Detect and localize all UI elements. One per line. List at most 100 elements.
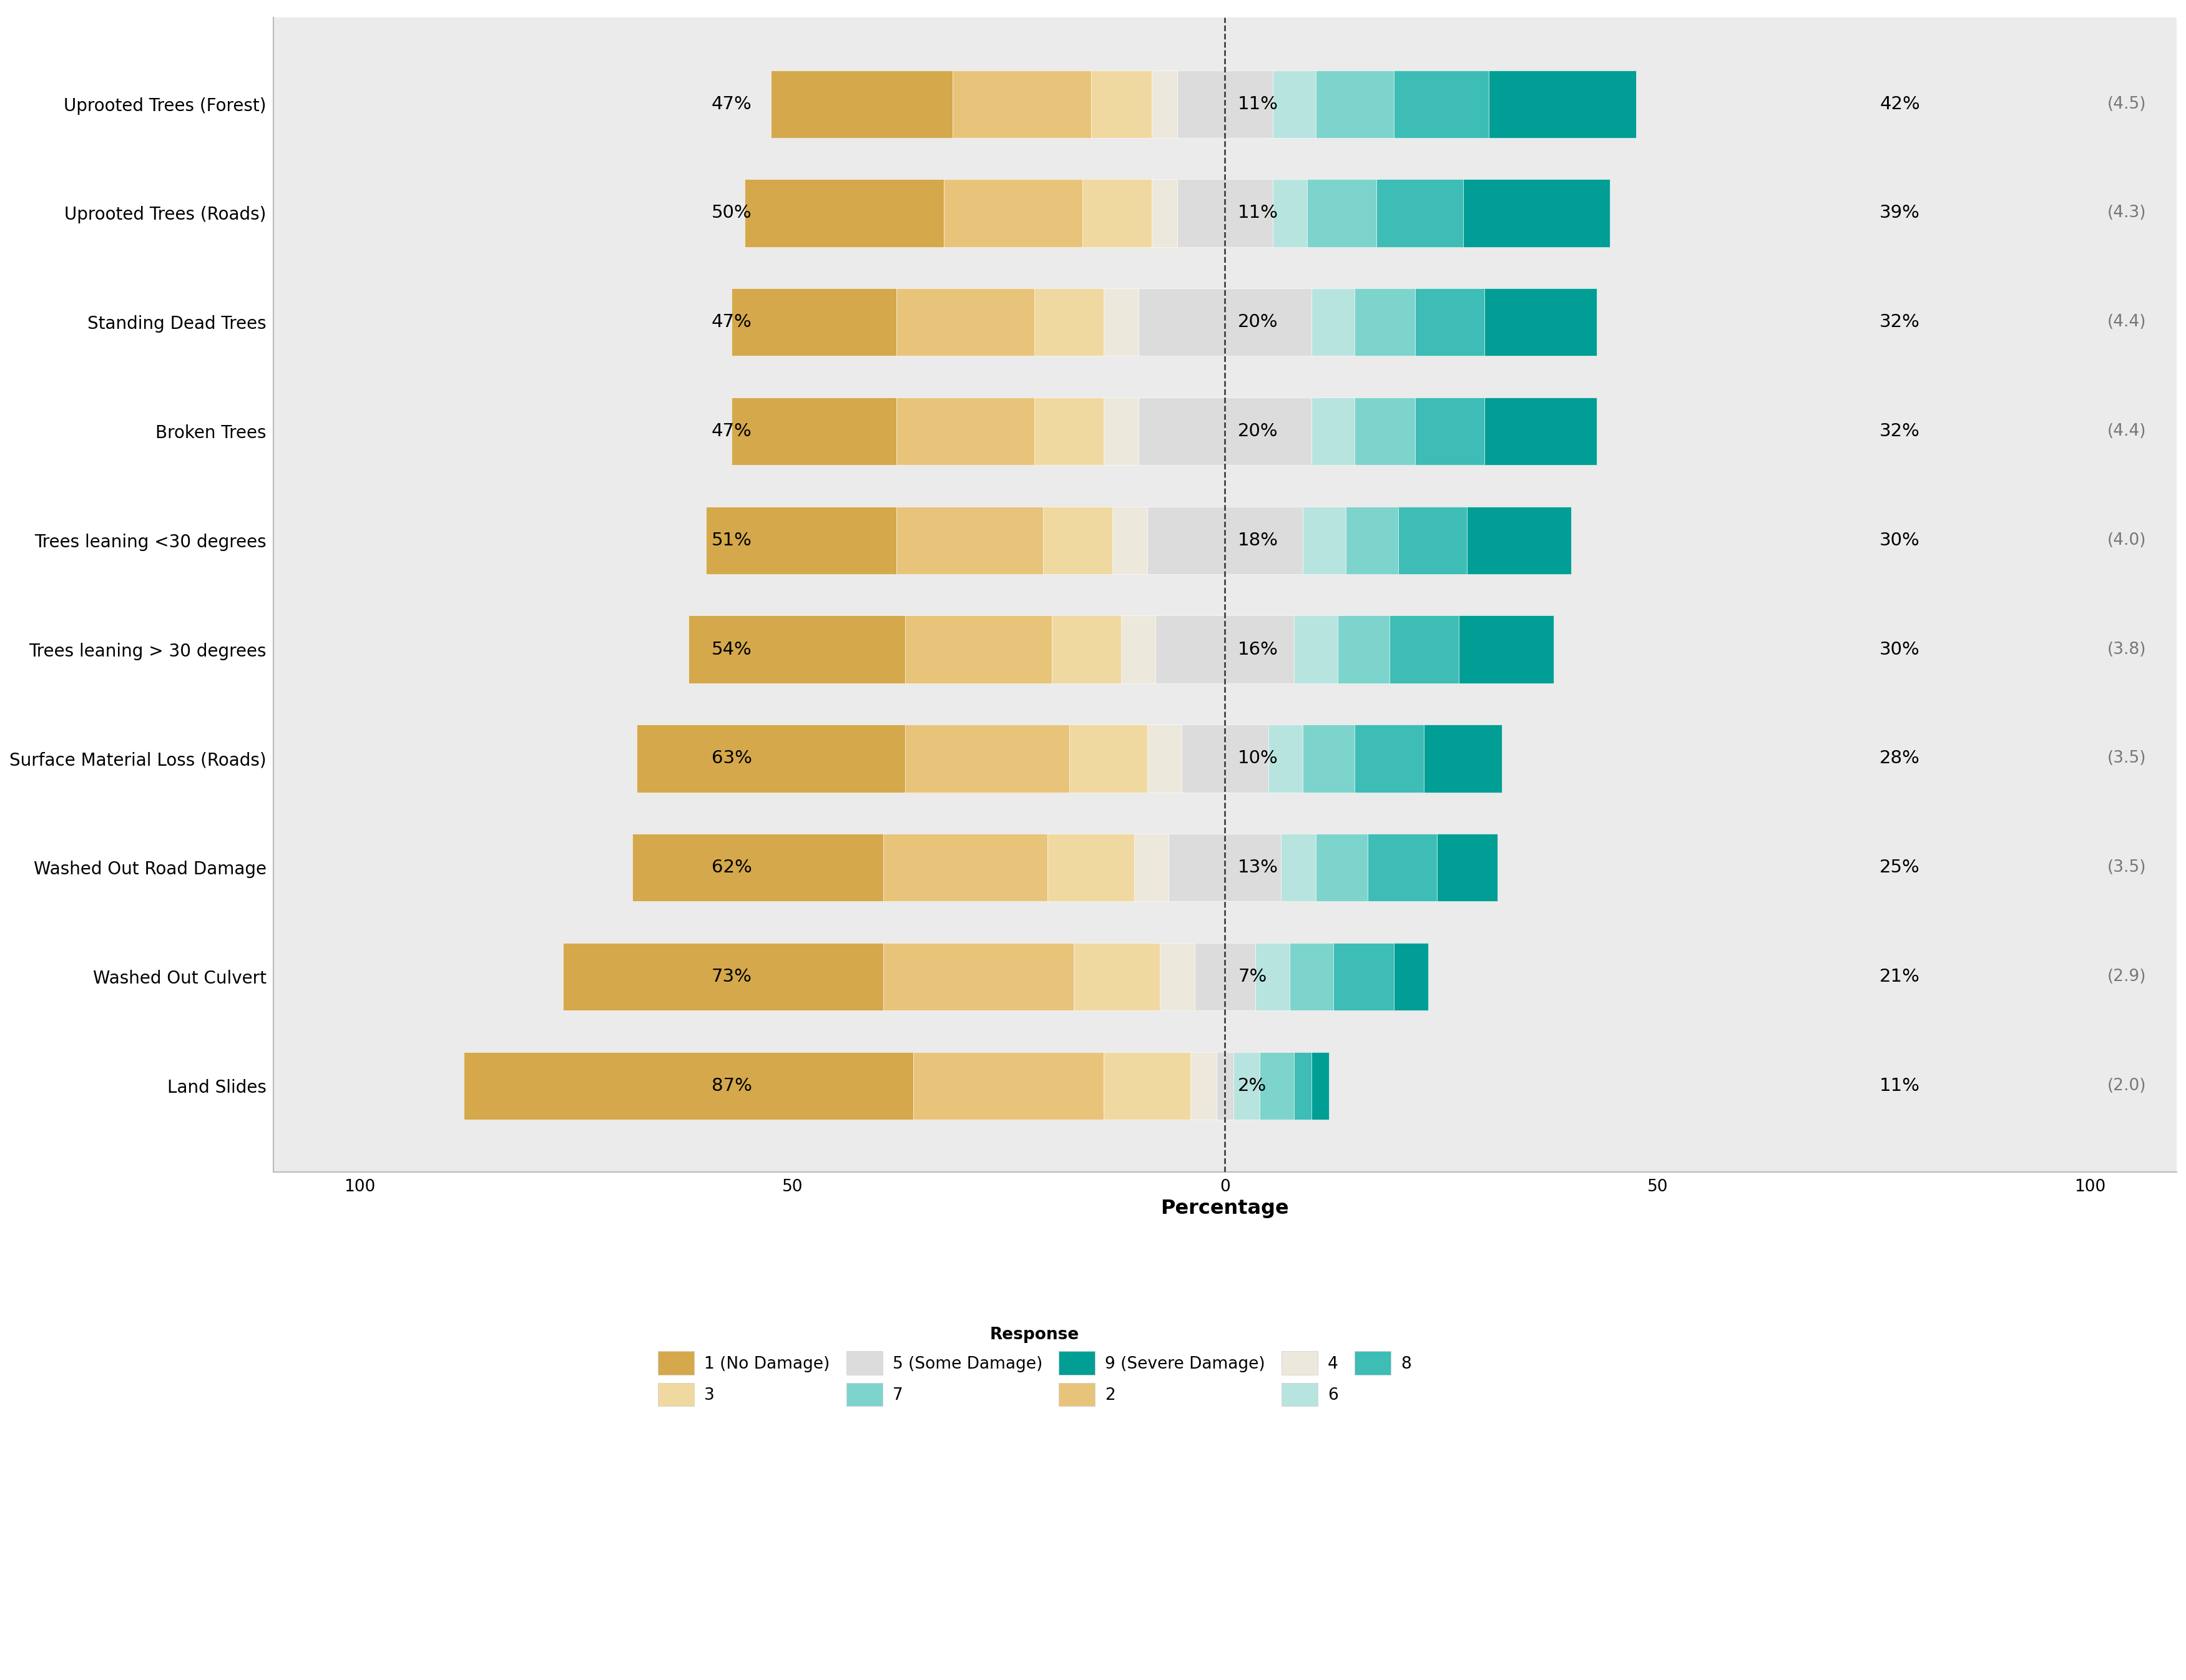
Bar — [1139, 289, 1224, 356]
Text: 11%: 11% — [1237, 205, 1279, 222]
Bar — [1390, 615, 1458, 684]
Bar — [914, 1052, 1104, 1119]
Text: (4.4): (4.4) — [2107, 423, 2147, 440]
Text: 47%: 47% — [713, 314, 752, 331]
Bar — [1347, 507, 1399, 575]
Bar — [1303, 724, 1355, 793]
Text: 62%: 62% — [713, 858, 752, 877]
Bar — [706, 507, 896, 575]
Text: 7%: 7% — [1237, 968, 1266, 986]
Bar — [1414, 398, 1484, 465]
Text: 51%: 51% — [710, 531, 752, 549]
Bar — [1034, 289, 1104, 356]
Bar — [1484, 289, 1598, 356]
Text: 54%: 54% — [713, 640, 752, 659]
Bar — [1178, 71, 1224, 138]
Text: 2%: 2% — [1237, 1077, 1266, 1094]
Bar — [1224, 1052, 1233, 1119]
Bar — [1368, 833, 1436, 902]
Bar — [896, 507, 1043, 575]
Bar — [905, 724, 1069, 793]
Bar — [1152, 180, 1178, 247]
Bar — [1294, 1052, 1312, 1119]
Bar — [1135, 833, 1170, 902]
Bar — [1255, 942, 1290, 1010]
Bar — [1152, 71, 1178, 138]
Text: (4.4): (4.4) — [2107, 314, 2147, 331]
Bar — [1034, 398, 1104, 465]
Bar — [463, 1052, 914, 1119]
Text: (2.0): (2.0) — [2107, 1077, 2147, 1094]
Bar — [1170, 833, 1224, 902]
Bar — [883, 942, 1073, 1010]
Bar — [1414, 289, 1484, 356]
Bar — [1224, 71, 1272, 138]
Bar — [1312, 398, 1355, 465]
Bar — [1224, 398, 1312, 465]
Text: 16%: 16% — [1237, 640, 1279, 659]
Bar — [944, 180, 1082, 247]
Bar — [1183, 724, 1224, 793]
Bar — [883, 833, 1047, 902]
Text: 20%: 20% — [1237, 423, 1279, 440]
Bar — [1484, 398, 1598, 465]
Bar — [745, 180, 944, 247]
Bar — [1224, 507, 1303, 575]
Bar — [1338, 615, 1390, 684]
Bar — [732, 289, 896, 356]
Bar — [1458, 615, 1554, 684]
Text: 25%: 25% — [1880, 858, 1919, 877]
Bar — [689, 615, 905, 684]
Bar — [1224, 180, 1272, 247]
Bar — [1316, 71, 1395, 138]
Bar — [1355, 724, 1423, 793]
Text: 73%: 73% — [710, 968, 752, 986]
Text: 18%: 18% — [1237, 531, 1279, 549]
Text: (3.5): (3.5) — [2107, 751, 2147, 766]
Bar — [732, 398, 896, 465]
Bar — [1290, 942, 1333, 1010]
Text: (4.0): (4.0) — [2107, 533, 2147, 548]
Bar — [1073, 942, 1161, 1010]
Bar — [1113, 507, 1148, 575]
Text: (3.5): (3.5) — [2107, 860, 2147, 875]
Text: 32%: 32% — [1880, 314, 1919, 331]
Text: 21%: 21% — [1880, 968, 1919, 986]
Bar — [1191, 1052, 1215, 1119]
Bar — [1224, 289, 1312, 356]
Text: 32%: 32% — [1880, 423, 1919, 440]
Bar — [953, 71, 1091, 138]
Bar — [1355, 398, 1414, 465]
Bar — [1104, 289, 1139, 356]
Bar — [1259, 1052, 1294, 1119]
Text: 20%: 20% — [1237, 314, 1279, 331]
Bar — [1047, 833, 1135, 902]
Bar — [1399, 507, 1467, 575]
Bar — [1051, 615, 1121, 684]
Legend: 1 (No Damage), 3, 5 (Some Damage), 7, 9 (Severe Damage), 2, 4, 6, 8: 1 (No Damage), 3, 5 (Some Damage), 7, 9 … — [658, 1327, 1412, 1406]
Bar — [1303, 507, 1347, 575]
Bar — [1196, 942, 1224, 1010]
Bar — [1333, 942, 1395, 1010]
Text: (4.3): (4.3) — [2107, 205, 2147, 222]
Text: (2.9): (2.9) — [2107, 969, 2147, 984]
Text: 87%: 87% — [710, 1077, 752, 1094]
Bar — [1082, 180, 1152, 247]
Bar — [1467, 507, 1572, 575]
Bar — [1462, 180, 1609, 247]
Bar — [1423, 724, 1502, 793]
Bar — [1091, 71, 1152, 138]
Text: 10%: 10% — [1237, 749, 1279, 768]
Bar — [1489, 71, 1635, 138]
Bar — [1268, 724, 1303, 793]
Bar — [1312, 1052, 1329, 1119]
Text: 13%: 13% — [1237, 858, 1279, 877]
Bar — [905, 615, 1051, 684]
Bar — [632, 833, 883, 902]
Bar — [1156, 615, 1224, 684]
Bar — [1281, 833, 1316, 902]
Bar — [1316, 833, 1368, 902]
Bar — [772, 71, 953, 138]
Bar — [1224, 615, 1294, 684]
Text: (4.5): (4.5) — [2107, 96, 2147, 113]
